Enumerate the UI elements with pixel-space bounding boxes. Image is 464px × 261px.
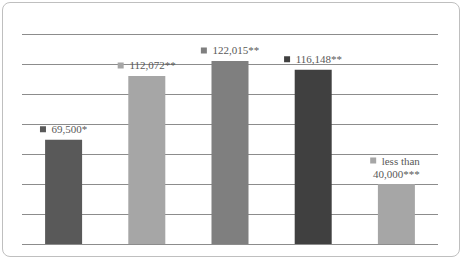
svg-text:122,015**: 122,015**	[212, 44, 259, 56]
svg-text:40,000***: 40,000***	[373, 168, 420, 180]
svg-text:69,500*: 69,500*	[51, 123, 87, 135]
svg-text:116,148**: 116,148**	[296, 53, 342, 65]
svg-text:less than: less than	[382, 155, 423, 167]
svg-text:112,072**: 112,072**	[129, 59, 175, 71]
